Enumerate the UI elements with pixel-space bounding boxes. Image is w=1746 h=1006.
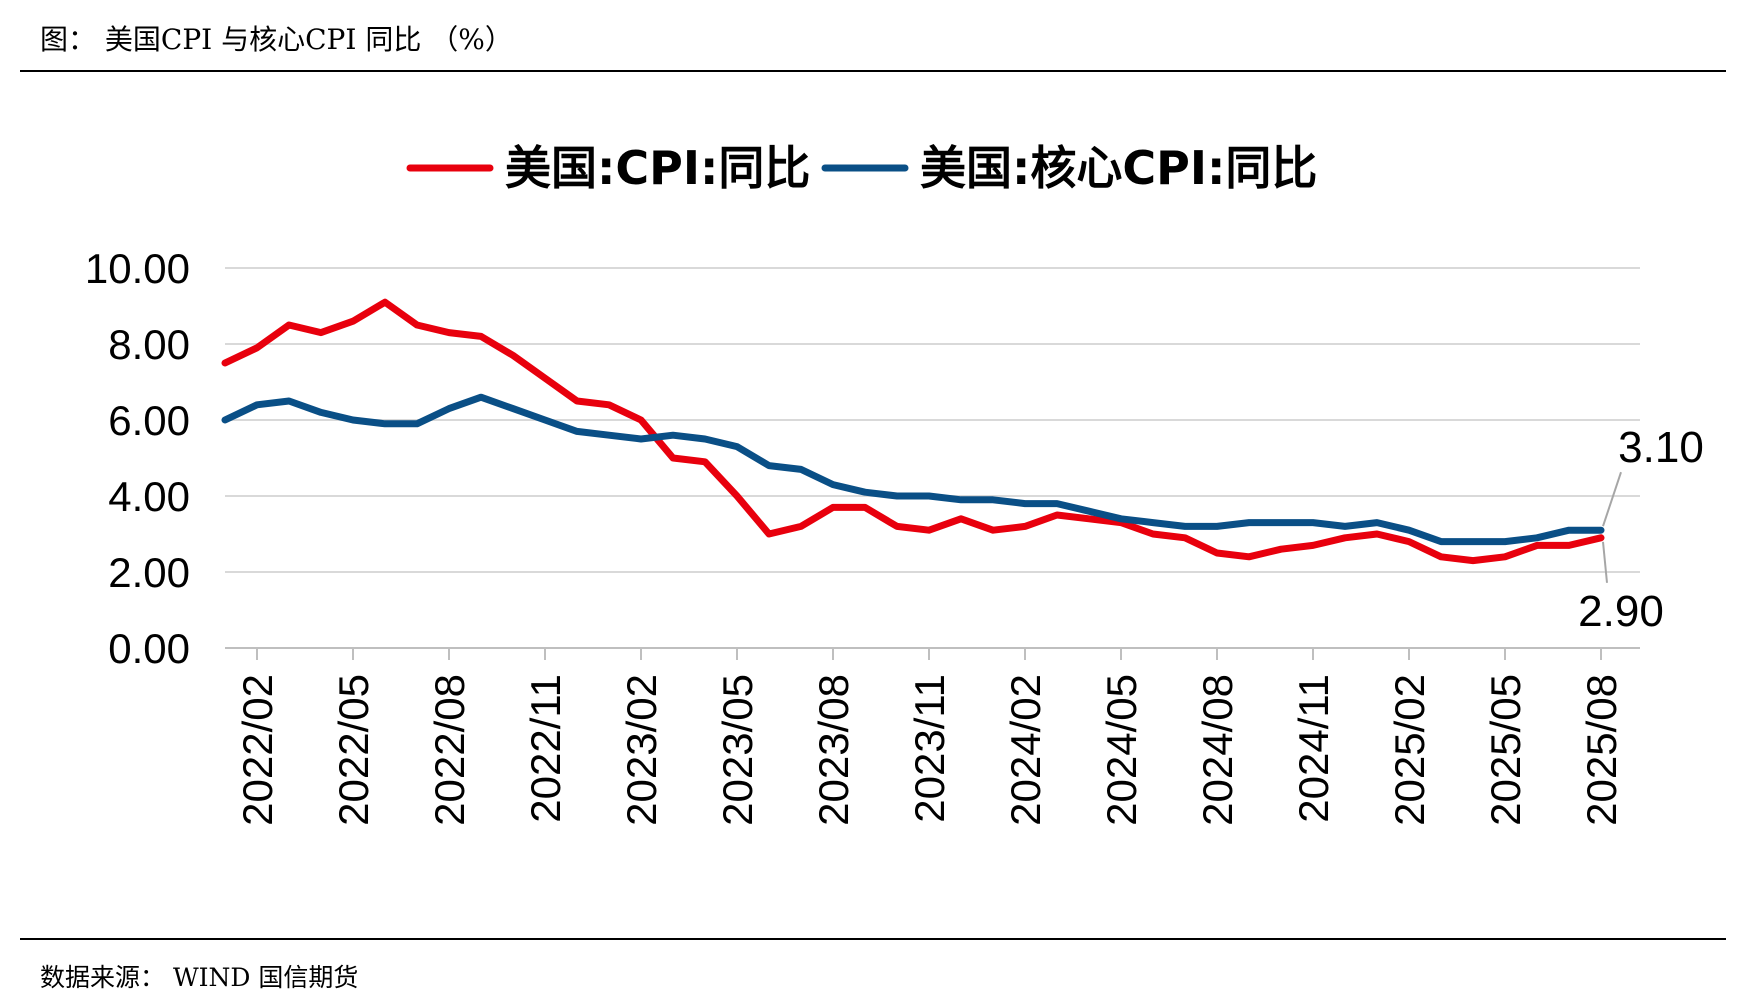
x-tick-label: 2024/02	[1002, 674, 1049, 826]
y-tick-label: 10.00	[85, 245, 190, 292]
x-tick-label: 2024/11	[1290, 674, 1337, 823]
gridlines	[225, 267, 1640, 573]
cpi-line-chart: 美国:CPI:同比 美国:核心CPI:同比 0.00 2.00 4.00 6.00 8.0…	[85, 141, 1704, 826]
legend-label-core-cpi: 美国:核心CPI:同比	[920, 141, 1317, 195]
x-tick-label: 2023/02	[618, 674, 665, 826]
x-tick-label: 2023/05	[714, 674, 761, 826]
x-tick-label: 2022/05	[330, 674, 377, 826]
x-tick-label: 2025/08	[1578, 674, 1625, 826]
x-tick-label: 2024/08	[1194, 674, 1241, 826]
legend-label-cpi: 美国:CPI:同比	[505, 141, 810, 195]
y-tick-label: 4.00	[108, 473, 190, 520]
bottom-rule	[20, 938, 1726, 940]
annotation-leader	[1602, 471, 1622, 527]
x-tick-label: 2025/02	[1386, 674, 1433, 826]
x-tick-label: 2024/05	[1098, 674, 1145, 826]
annotation-label: 3.10	[1618, 423, 1704, 472]
series-lines	[221, 298, 1605, 565]
x-tick-label: 2023/11	[906, 674, 953, 823]
chart-legend: 美国:CPI:同比 美国:核心CPI:同比	[406, 141, 1317, 195]
y-tick-label: 6.00	[108, 397, 190, 444]
figure-title: 图： 美国CPI 与核心CPI 同比 （%）	[40, 23, 513, 56]
data-annotations: 3.10 2.90	[1578, 423, 1704, 636]
series-line-cpi	[221, 298, 1605, 565]
series-line-core-cpi	[221, 393, 1605, 546]
y-tick-label: 2.00	[108, 549, 190, 596]
x-tick-label: 2022/11	[522, 674, 569, 823]
x-axis: 2022/02 2022/05 2022/08 2022/11 2023/02 2023/…	[225, 647, 1640, 826]
y-tick-label: 0.00	[108, 625, 190, 672]
x-tick-label: 2022/08	[426, 674, 473, 826]
y-axis: 0.00 2.00 4.00 6.00 8.00 10.00	[85, 245, 190, 672]
x-tick-label: 2022/02	[234, 674, 281, 826]
top-rule	[20, 70, 1726, 72]
x-tick-label: 2023/08	[810, 674, 857, 826]
y-tick-label: 8.00	[108, 321, 190, 368]
source-note: 数据来源： WIND 国信期货	[40, 963, 359, 992]
annotation-label: 2.90	[1578, 587, 1664, 636]
annotation-leader	[1602, 541, 1608, 583]
x-tick-label: 2025/05	[1482, 674, 1529, 826]
